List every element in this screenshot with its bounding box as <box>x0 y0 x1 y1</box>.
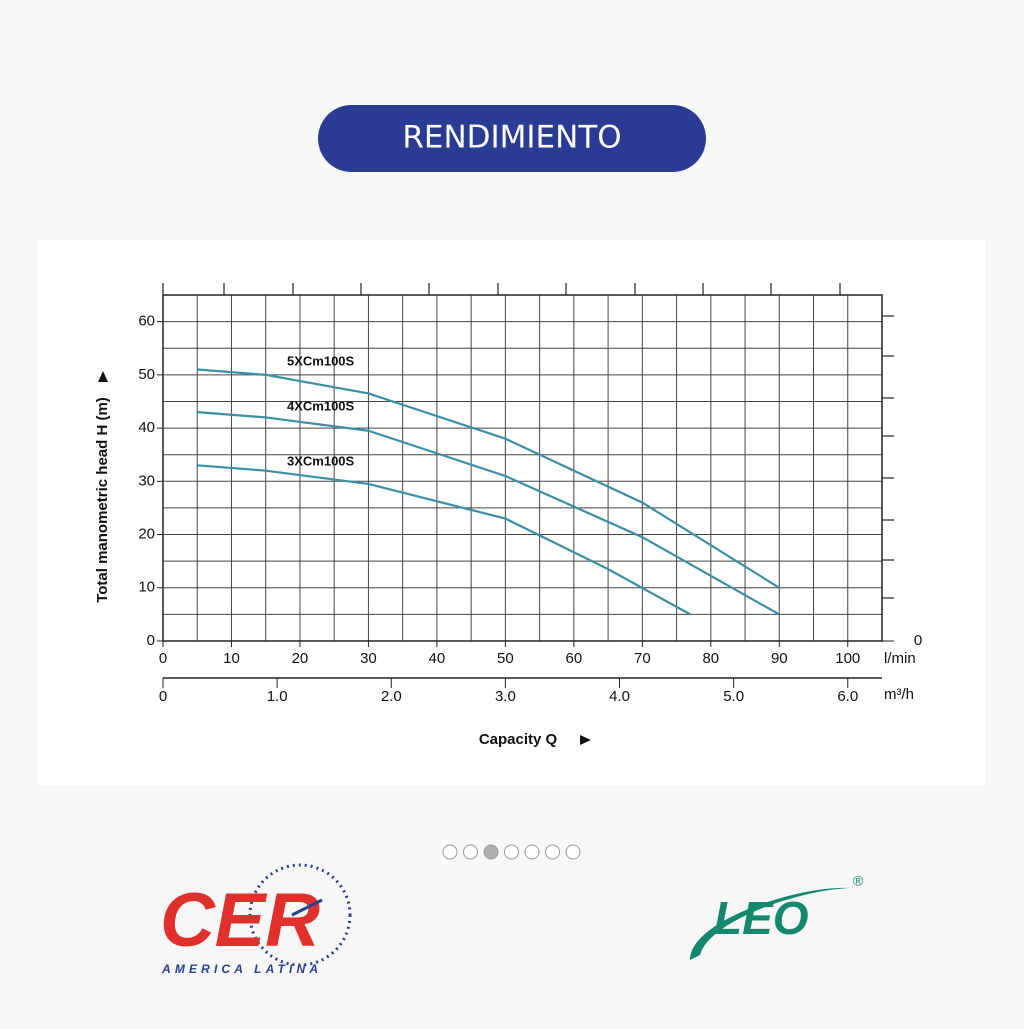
plot-frame <box>162 294 883 642</box>
x2-tick-label: 0 <box>159 688 167 705</box>
swoosh <box>690 887 850 960</box>
y-tick-label: 20 <box>138 526 155 543</box>
pager-dot[interactable] <box>442 844 458 860</box>
title-pill <box>318 105 706 172</box>
chart-card <box>38 240 985 785</box>
pager-dot[interactable] <box>524 844 540 860</box>
curve-label: 5XCm100S <box>287 353 355 368</box>
page-title: RENDIMIENTO <box>402 120 621 156</box>
pager-dot[interactable] <box>463 844 478 860</box>
x-tick-label: 70 <box>634 650 651 667</box>
y-arrow <box>98 371 108 382</box>
leo-text: LEO <box>714 892 809 944</box>
y-tick-label: 0 <box>147 632 155 649</box>
x2-tick-label: 1.0 <box>267 688 288 705</box>
x-tick-label: 0 <box>159 650 167 667</box>
x-tick-label: 10 <box>223 650 240 667</box>
cer-logo: CER AMERICA LATINA <box>160 863 352 976</box>
x-tick-label: 40 <box>429 650 446 667</box>
x2-tick-label: 2.0 <box>381 688 402 705</box>
x2-tick-label: 6.0 <box>837 688 858 705</box>
x-tick-label: 100 <box>835 650 860 667</box>
x-axis-title: Capacity Q <box>479 731 558 748</box>
leo-logo: LEO ® <box>690 873 864 960</box>
x-tick-label: 90 <box>771 650 788 667</box>
x-unit: l/min <box>884 650 916 667</box>
x-tick-label: 60 <box>566 650 583 667</box>
cer-subtitle: AMERICA LATINA <box>161 962 318 976</box>
y2-tick-label: 0 <box>914 632 922 649</box>
x2-tick-label: 3.0 <box>495 688 516 705</box>
curve-label: 3XCm100S <box>287 453 355 468</box>
x-tick-label: 30 <box>360 650 377 667</box>
pager-dot[interactable] <box>545 844 560 860</box>
curve <box>197 368 780 589</box>
y-tick-label: 50 <box>138 366 155 383</box>
x2-tick-label: 5.0 <box>723 688 744 705</box>
pager-dot[interactable] <box>504 844 519 860</box>
axis-decor <box>162 283 894 599</box>
curve <box>197 411 780 616</box>
y-tick-label: 10 <box>138 579 155 596</box>
gauge-needle <box>291 898 323 917</box>
gauge <box>248 863 352 967</box>
x-tick-label: 20 <box>292 650 309 667</box>
x-arrow <box>580 735 591 745</box>
y-tick-label: 40 <box>138 419 155 436</box>
y-tick-label: 60 <box>138 313 155 330</box>
pager-dot[interactable] <box>565 844 581 860</box>
curve <box>197 464 691 616</box>
y-axis-title: Total manometric head H (m) <box>94 397 111 603</box>
curve-label: 4XCm100S <box>287 398 355 413</box>
x2-tick-label: 4.0 <box>609 688 630 705</box>
cer-text: CER <box>160 878 320 963</box>
x2-unit: m³/h <box>884 686 914 703</box>
pager-dot[interactable] <box>483 844 499 860</box>
leo-registered: ® <box>853 873 864 889</box>
x-tick-label: 80 <box>702 650 719 667</box>
x-tick-label: 50 <box>497 650 514 667</box>
y-tick-label: 30 <box>138 472 155 489</box>
